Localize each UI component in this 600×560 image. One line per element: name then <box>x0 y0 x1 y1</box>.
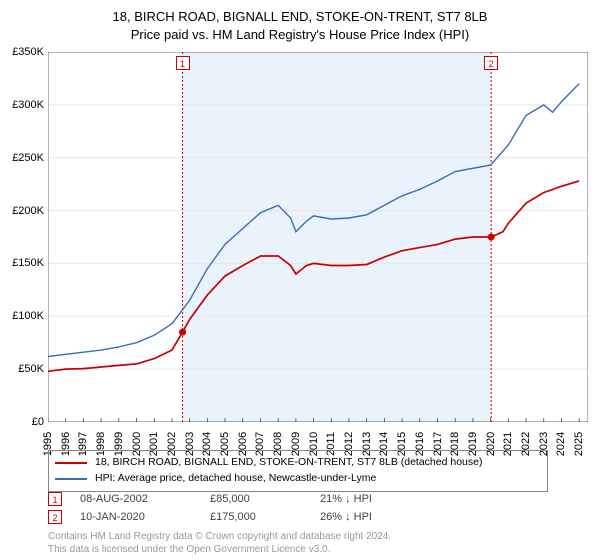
y-tick-label: £300K <box>12 99 44 111</box>
row-pct: 26% ↓ HPI <box>320 511 450 523</box>
row-price: £85,000 <box>210 493 320 505</box>
transactions-table: 1 08-AUG-2002 £85,000 21% ↓ HPI 2 10-JAN… <box>48 490 450 526</box>
y-tick-label: £50K <box>18 363 44 375</box>
title-line-1: 18, BIRCH ROAD, BIGNALL END, STOKE-ON-TR… <box>0 8 600 26</box>
row-marker-1: 1 <box>48 492 62 506</box>
chart-container: 18, BIRCH ROAD, BIGNALL END, STOKE-ON-TR… <box>0 0 600 560</box>
row-date: 08-AUG-2002 <box>80 493 210 505</box>
title-block: 18, BIRCH ROAD, BIGNALL END, STOKE-ON-TR… <box>0 0 600 44</box>
y-tick-label: £0 <box>32 416 44 428</box>
legend-label-property: 18, BIRCH ROAD, BIGNALL END, STOKE-ON-TR… <box>95 455 482 471</box>
line-chart <box>48 52 588 422</box>
y-tick-label: £150K <box>12 257 44 269</box>
y-tick-label: £200K <box>12 205 44 217</box>
legend-swatch-hpi <box>55 478 87 480</box>
footer: Contains HM Land Registry data © Crown c… <box>48 530 391 556</box>
title-line-2: Price paid vs. HM Land Registry's House … <box>0 26 600 44</box>
footer-line-2: This data is licensed under the Open Gov… <box>48 543 391 556</box>
marker-annotation-1: 1 <box>176 56 190 70</box>
row-date: 10-JAN-2020 <box>80 511 210 523</box>
row-marker-2: 2 <box>48 510 62 524</box>
y-tick-label: £350K <box>12 46 44 58</box>
legend-label-hpi: HPI: Average price, detached house, Newc… <box>95 471 376 487</box>
footer-line-1: Contains HM Land Registry data © Crown c… <box>48 530 391 543</box>
table-row: 2 10-JAN-2020 £175,000 26% ↓ HPI <box>48 508 450 526</box>
legend-item-property: 18, BIRCH ROAD, BIGNALL END, STOKE-ON-TR… <box>55 455 541 471</box>
y-tick-label: £250K <box>12 152 44 164</box>
legend-swatch-property <box>55 462 87 464</box>
x-tick-label: 2025 <box>573 432 585 456</box>
y-tick-label: £100K <box>12 310 44 322</box>
chart-area: 1 2 £0£50K£100K£150K£200K£250K£300K£350K… <box>48 52 588 422</box>
marker-annotation-2: 2 <box>484 56 498 70</box>
legend: 18, BIRCH ROAD, BIGNALL END, STOKE-ON-TR… <box>48 450 548 492</box>
row-price: £175,000 <box>210 511 320 523</box>
row-pct: 21% ↓ HPI <box>320 493 450 505</box>
table-row: 1 08-AUG-2002 £85,000 21% ↓ HPI <box>48 490 450 508</box>
legend-item-hpi: HPI: Average price, detached house, Newc… <box>55 471 541 487</box>
x-tick-label: 2024 <box>555 432 567 456</box>
